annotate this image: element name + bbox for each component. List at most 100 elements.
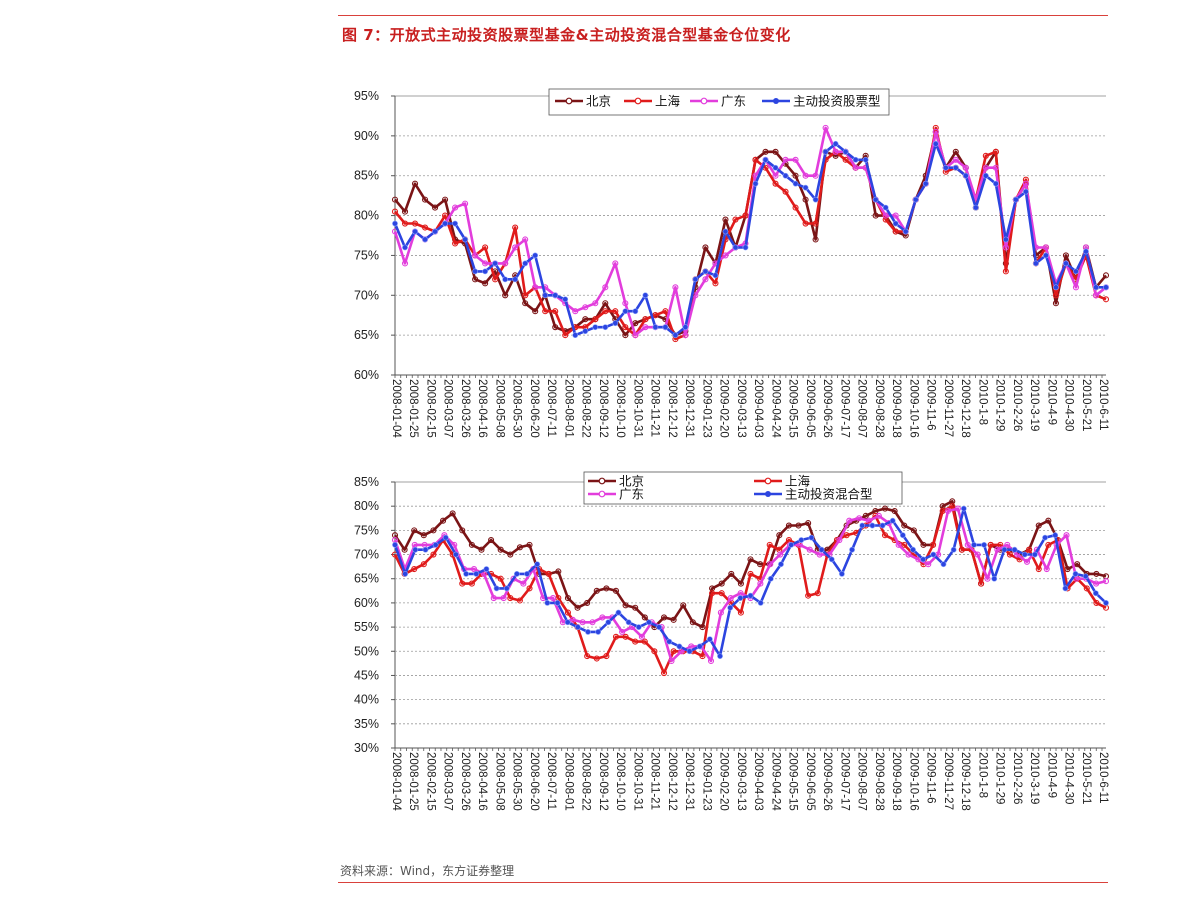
data-point-beijing <box>555 568 562 575</box>
data-point-fund <box>602 324 609 331</box>
data-point-beijing <box>411 180 419 187</box>
data-point-shanghai <box>901 541 908 548</box>
stock-fund-position-chart: 95% 90% 85% 80% 75% 70% 65% 60% 2008-01-04 2008-0… <box>354 88 1110 438</box>
data-point-guangdong <box>572 308 579 315</box>
data-point-guangdong <box>490 595 497 602</box>
data-point-shanghai <box>718 590 725 597</box>
data-point-shanghai <box>992 148 999 155</box>
data-point-guangdong <box>642 324 649 331</box>
x-tick-label: 2009-12-18 <box>959 752 971 811</box>
y-tick-label: 50% <box>354 644 379 658</box>
data-point-guangdong <box>470 566 478 573</box>
data-point-beijing <box>552 324 559 331</box>
data-point-beijing <box>507 551 514 558</box>
data-point-beijing <box>1062 252 1069 259</box>
data-point-guangdong <box>1092 292 1100 299</box>
data-point-shanghai <box>958 546 965 553</box>
x-tick-label: 2009-11-27 <box>942 379 954 437</box>
x-tick-label: 2008-01-04 <box>390 752 402 811</box>
x-tick-label: 2009-11-27 <box>942 752 954 810</box>
data-point-fund <box>635 624 642 630</box>
data-point-beijing <box>802 196 809 203</box>
x-tick-label: 2009-07-17 <box>838 379 850 438</box>
x-tick-label: 2009-06-05 <box>804 379 816 438</box>
x-tick-label: 2008-09-12 <box>597 379 609 438</box>
data-point-beijing <box>795 522 802 529</box>
data-point-shanghai <box>1102 296 1110 303</box>
x-tick-label: 2008-10-31 <box>631 752 643 811</box>
x-tick-label: 2008-12-12 <box>666 752 678 811</box>
x-tick-label: 2009-03-13 <box>735 379 747 438</box>
data-point-guangdong <box>962 164 969 171</box>
data-point-guangdong <box>582 304 589 311</box>
data-point-shanghai <box>709 590 716 597</box>
data-point-beijing <box>785 522 792 529</box>
data-point-beijing <box>805 520 812 527</box>
data-point-shanghai <box>987 541 994 548</box>
y-tick-label: 70% <box>354 288 379 302</box>
data-point-beijing <box>401 546 408 553</box>
data-point-beijing <box>632 604 639 611</box>
data-point-fund <box>1103 600 1109 606</box>
data-point-shanghai <box>641 638 648 645</box>
data-point-guangdong <box>846 517 853 524</box>
x-tick-label: 2009-09-18 <box>890 752 902 811</box>
data-point-fund <box>422 546 429 553</box>
y-tick-label: 85% <box>354 475 379 489</box>
data-point-fund <box>940 561 947 568</box>
y-tick-label: 60% <box>354 596 379 610</box>
data-point-beijing <box>411 527 418 534</box>
x-tick-label: 2008-08-22 <box>580 752 592 811</box>
x-tick-label: 2009-12-18 <box>959 379 971 438</box>
data-point-guangdong <box>992 164 999 171</box>
y-tick-label: 80% <box>354 499 379 513</box>
x-tick-label: 2010-4-9 <box>1045 379 1057 425</box>
data-point-fund <box>899 532 906 539</box>
data-point-beijing <box>432 204 439 211</box>
data-point-guangdong <box>1063 532 1070 539</box>
data-point-beijing <box>680 602 687 609</box>
data-point-guangdong <box>462 200 469 207</box>
y-tick-label: 90% <box>354 129 379 143</box>
legend-marker-shanghai <box>764 477 772 485</box>
data-point-guangdong <box>717 609 724 616</box>
data-point-fund <box>512 276 519 283</box>
data-point-guangdong <box>520 580 527 587</box>
data-point-guangdong <box>727 595 734 602</box>
data-point-shanghai <box>802 220 809 227</box>
x-tick-label: 2009-11-6 <box>925 752 937 804</box>
data-point-shanghai <box>1002 268 1009 275</box>
data-point-guangdong <box>954 505 961 512</box>
data-point-fund <box>1072 570 1079 577</box>
data-point-fund <box>1093 284 1099 291</box>
data-point-fund <box>932 140 939 147</box>
x-tick-label: 2010-6-11 <box>1097 379 1109 431</box>
data-point-fund <box>752 180 759 187</box>
data-point-fund <box>513 570 520 577</box>
data-point-fund <box>802 184 809 191</box>
data-point-shanghai <box>526 585 533 592</box>
data-point-shanghai <box>882 216 889 223</box>
data-point-shanghai <box>1045 541 1052 548</box>
data-point-fund <box>534 561 541 568</box>
x-tick-label: 2008-07-11 <box>545 379 557 437</box>
data-point-shanghai <box>892 228 899 235</box>
x-tick-label: 2010-1-8 <box>976 752 988 798</box>
data-point-shanghai <box>512 224 519 231</box>
legend-label-beijing: 北京 <box>586 95 611 109</box>
data-point-fund <box>1002 236 1009 243</box>
data-point-guangdong <box>1023 558 1031 565</box>
data-point-shanghai <box>792 204 799 211</box>
data-point-shanghai <box>1052 292 1059 299</box>
data-point-shanghai <box>1026 546 1033 553</box>
data-point-fund <box>392 541 398 548</box>
y-tick-label: 40% <box>354 693 379 707</box>
data-point-fund <box>1011 546 1018 553</box>
data-point-shanghai <box>662 308 669 315</box>
data-point-beijing <box>689 619 696 626</box>
y-tick-label: 35% <box>354 717 379 731</box>
y-tick-label: 80% <box>354 209 379 223</box>
data-point-guangdong <box>882 212 889 219</box>
y-tick-label: 75% <box>354 523 379 537</box>
data-point-shanghai <box>742 212 749 219</box>
